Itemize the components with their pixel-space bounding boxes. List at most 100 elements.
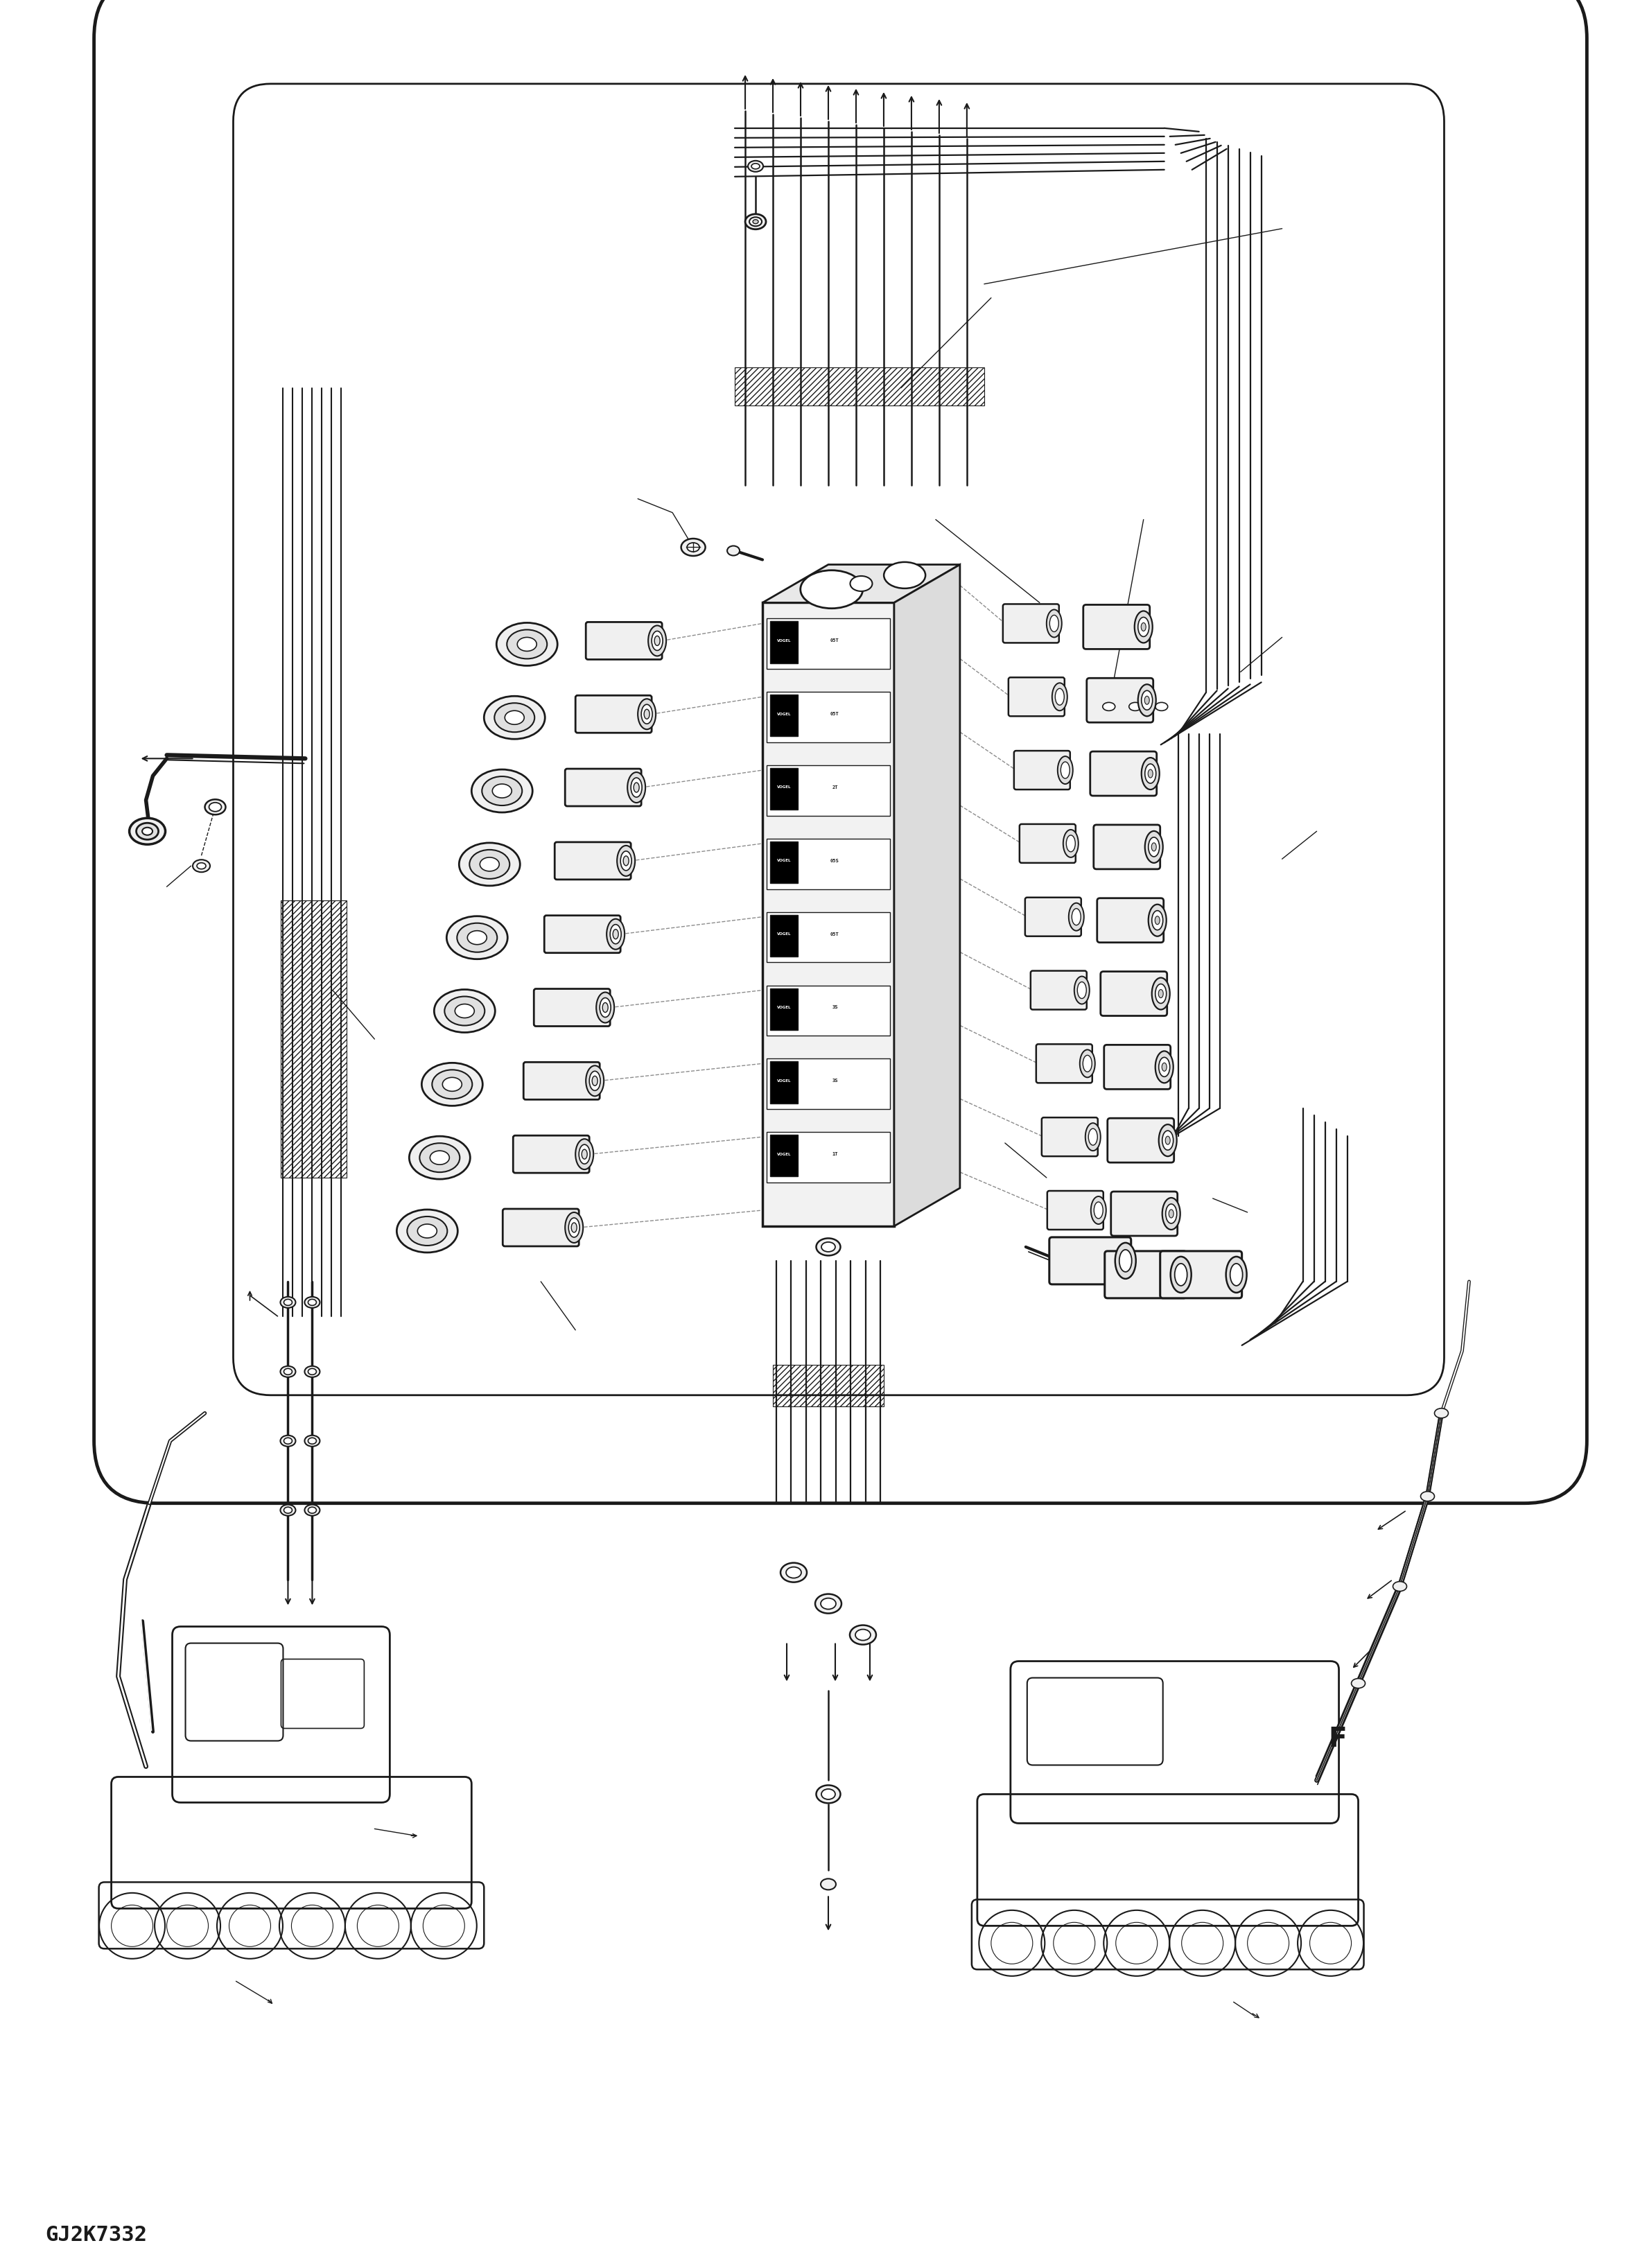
Ellipse shape (1102, 703, 1115, 712)
Text: 05T: 05T (830, 932, 840, 937)
Ellipse shape (284, 1438, 292, 1445)
Polygon shape (763, 565, 959, 603)
FancyBboxPatch shape (1009, 678, 1064, 717)
Ellipse shape (467, 932, 487, 946)
Ellipse shape (748, 161, 763, 172)
FancyBboxPatch shape (576, 696, 651, 733)
Ellipse shape (610, 925, 622, 943)
Ellipse shape (1148, 837, 1159, 857)
Ellipse shape (469, 850, 510, 880)
Ellipse shape (786, 1567, 802, 1579)
FancyBboxPatch shape (766, 1059, 891, 1109)
Text: VOGEL: VOGEL (777, 932, 790, 934)
Ellipse shape (1046, 610, 1061, 637)
Ellipse shape (1079, 1050, 1096, 1077)
Polygon shape (894, 565, 959, 1227)
Ellipse shape (497, 624, 558, 667)
Ellipse shape (1145, 696, 1150, 705)
FancyBboxPatch shape (1041, 1118, 1097, 1157)
Ellipse shape (1155, 703, 1168, 712)
FancyBboxPatch shape (771, 841, 797, 885)
Ellipse shape (607, 919, 625, 950)
Ellipse shape (454, 1005, 474, 1018)
Text: 05T: 05T (830, 712, 840, 717)
Ellipse shape (407, 1218, 448, 1245)
Ellipse shape (727, 547, 740, 556)
Ellipse shape (1066, 835, 1076, 853)
Ellipse shape (1155, 984, 1166, 1005)
Text: VOGEL: VOGEL (777, 785, 790, 789)
Ellipse shape (1166, 1136, 1171, 1145)
Ellipse shape (397, 1209, 458, 1252)
FancyBboxPatch shape (771, 769, 797, 810)
Ellipse shape (628, 773, 646, 803)
FancyBboxPatch shape (1014, 751, 1069, 789)
Ellipse shape (446, 916, 507, 959)
Ellipse shape (1171, 1256, 1191, 1293)
FancyBboxPatch shape (523, 1061, 600, 1100)
Ellipse shape (1141, 624, 1146, 631)
Ellipse shape (1145, 832, 1163, 864)
Ellipse shape (197, 864, 207, 869)
Ellipse shape (817, 1238, 840, 1256)
Ellipse shape (1392, 1581, 1407, 1592)
Ellipse shape (582, 1150, 587, 1159)
FancyBboxPatch shape (1087, 678, 1153, 723)
Ellipse shape (431, 1070, 472, 1100)
Ellipse shape (1158, 989, 1163, 998)
FancyBboxPatch shape (566, 769, 641, 807)
FancyBboxPatch shape (1097, 898, 1164, 943)
Ellipse shape (815, 1594, 841, 1613)
Text: VOGEL: VOGEL (777, 1005, 790, 1009)
Text: 05T: 05T (830, 637, 840, 642)
Ellipse shape (421, 1064, 482, 1107)
Ellipse shape (571, 1222, 577, 1234)
FancyBboxPatch shape (1050, 1238, 1132, 1284)
Ellipse shape (1091, 1198, 1105, 1225)
Ellipse shape (308, 1438, 317, 1445)
Ellipse shape (576, 1139, 594, 1170)
Ellipse shape (284, 1508, 292, 1513)
Ellipse shape (194, 860, 210, 873)
FancyBboxPatch shape (1094, 826, 1159, 869)
Ellipse shape (1094, 1202, 1104, 1218)
Ellipse shape (1128, 703, 1141, 712)
FancyBboxPatch shape (771, 1061, 797, 1105)
Ellipse shape (681, 540, 705, 556)
Text: 1T: 1T (831, 1152, 838, 1157)
Ellipse shape (1155, 1052, 1173, 1084)
Ellipse shape (280, 1365, 295, 1377)
Ellipse shape (1058, 758, 1073, 785)
Ellipse shape (482, 778, 522, 805)
Ellipse shape (130, 819, 166, 846)
Text: VOGEL: VOGEL (777, 1080, 790, 1082)
Ellipse shape (856, 1628, 871, 1640)
Ellipse shape (136, 823, 159, 839)
FancyBboxPatch shape (1004, 606, 1059, 644)
Ellipse shape (1077, 982, 1086, 998)
Ellipse shape (566, 1213, 584, 1243)
Ellipse shape (1151, 912, 1163, 930)
FancyBboxPatch shape (1048, 1191, 1104, 1229)
FancyBboxPatch shape (1105, 1252, 1186, 1300)
FancyBboxPatch shape (1025, 898, 1081, 937)
FancyBboxPatch shape (1020, 826, 1076, 864)
Ellipse shape (850, 1626, 876, 1644)
FancyBboxPatch shape (1110, 1193, 1178, 1236)
Ellipse shape (1086, 1123, 1100, 1152)
FancyBboxPatch shape (503, 1209, 579, 1247)
Text: VOGEL: VOGEL (777, 640, 790, 642)
Ellipse shape (820, 1878, 836, 1889)
Ellipse shape (753, 220, 758, 225)
FancyBboxPatch shape (1104, 1046, 1171, 1089)
Ellipse shape (280, 1506, 295, 1515)
Ellipse shape (589, 1070, 600, 1091)
Ellipse shape (1053, 683, 1068, 712)
Ellipse shape (1230, 1263, 1243, 1286)
Ellipse shape (280, 1297, 295, 1309)
Ellipse shape (1141, 692, 1153, 710)
Text: F: F (1328, 1726, 1346, 1753)
Ellipse shape (645, 710, 649, 719)
Ellipse shape (1061, 762, 1069, 778)
FancyBboxPatch shape (766, 912, 891, 964)
